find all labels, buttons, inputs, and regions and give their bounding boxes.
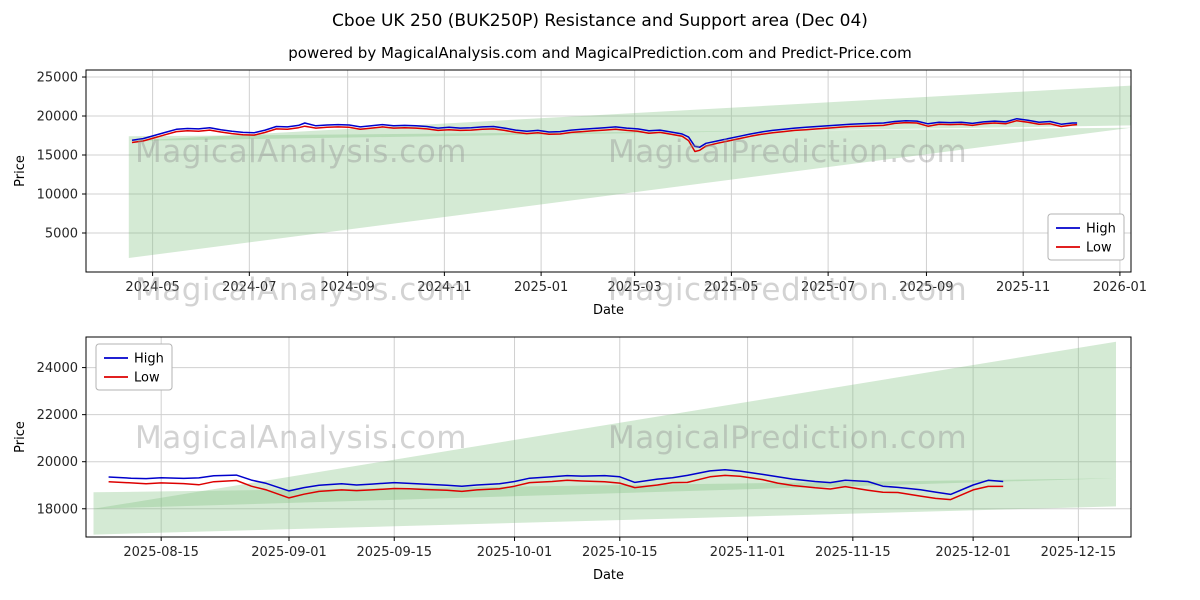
x-tick-label: 2024-09 <box>320 280 374 295</box>
x-axis-label: Date <box>593 568 624 583</box>
y-axis-label: Price <box>13 421 28 453</box>
support-area <box>93 478 1116 535</box>
y-tick-label: 20000 <box>37 455 78 470</box>
legend-label-high: High <box>1086 222 1116 237</box>
y-tick-label: 5000 <box>45 227 78 242</box>
x-tick-label: 2025-09-01 <box>251 545 327 560</box>
resistance-area <box>93 341 1116 509</box>
y-tick-label: 20000 <box>37 110 78 125</box>
x-tick-label: 2024-11 <box>417 280 471 295</box>
axes-border <box>85 69 1132 273</box>
x-tick-label: 2025-01 <box>514 280 568 295</box>
top-price-chart: 2024-05 2024-07 2024-09 2024-11 2025-01 2025-… <box>13 69 1147 318</box>
y-tick-label: 18000 <box>37 502 78 517</box>
x-axis-label: Date <box>593 303 624 318</box>
x-tick-label: 2024-07 <box>222 280 276 295</box>
series-line-low <box>131 119 1078 153</box>
x-tick-label: 2025-03 <box>608 280 662 295</box>
x-tick-label: 2025-11-01 <box>710 545 786 560</box>
x-tick-label: 2025-10-01 <box>477 545 553 560</box>
legend-label-high: High <box>134 352 164 367</box>
y-tick-label: 22000 <box>37 408 78 423</box>
legend-label-low: Low <box>134 371 160 386</box>
x-tick-label: 2025-05 <box>704 280 758 295</box>
y-tick-label: 15000 <box>37 149 78 164</box>
y-tick-label: 10000 <box>37 188 78 203</box>
series-line-high <box>108 468 1004 496</box>
legend-box <box>1047 213 1125 261</box>
support-area <box>128 127 1132 258</box>
legend-label-low: Low <box>1086 241 1112 256</box>
x-tick-label: 2025-10-15 <box>582 545 658 560</box>
x-tick-label: 2025-11 <box>996 280 1050 295</box>
x-tick-label: 2025-07 <box>801 280 855 295</box>
x-tick-label: 2025-11-15 <box>815 545 891 560</box>
axes-border <box>85 336 1132 538</box>
series-line-high <box>131 117 1078 148</box>
x-tick-label: 2025-12-01 <box>935 545 1011 560</box>
x-tick-label: 2026-01 <box>1093 280 1147 295</box>
x-tick-label: 2025-09-15 <box>356 545 432 560</box>
y-tick-label: 24000 <box>37 361 78 376</box>
legend: High Low <box>95 343 173 391</box>
figure-subtitle: powered by MagicalAnalysis.com and Magic… <box>288 44 912 62</box>
x-tick-label: 2025-09 <box>899 280 953 295</box>
x-tick-label: 2025-12-15 <box>1041 545 1117 560</box>
plot-background <box>86 337 1131 537</box>
x-tick-label: 2024-05 <box>125 280 179 295</box>
x-tick-label: 2025-08-15 <box>123 545 199 560</box>
figure-title: Cboe UK 250 (BUK250P) Resistance and Sup… <box>332 11 868 31</box>
y-tick-label: 25000 <box>37 71 78 86</box>
legend-box <box>95 343 173 391</box>
legend: High Low <box>1047 213 1125 261</box>
y-axis-label: Price <box>13 155 28 187</box>
series-line-low <box>108 474 1004 501</box>
plot-background <box>86 70 1131 272</box>
bottom-price-chart: 2025-08-15 2025-09-01 2025-09-15 2025-10-01… <box>13 336 1132 583</box>
